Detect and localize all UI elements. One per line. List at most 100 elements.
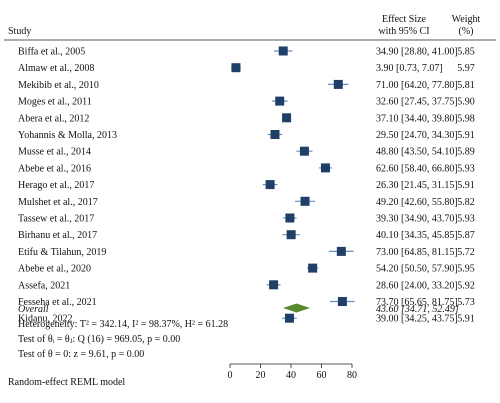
effect-marker (286, 230, 296, 240)
study-ci-text: 3.90 [0.73, 7.07] (376, 63, 443, 74)
study-ci-text: 62.60 [58.40, 66.80] (376, 163, 458, 174)
study-weight: 5.72 (457, 247, 475, 258)
study-ci-text: 54.20 [50.50, 57.90] (376, 264, 458, 275)
study-weight: 5.85 (457, 47, 475, 58)
study-weight: 5.90 (457, 97, 475, 108)
overall-diamond (282, 303, 311, 313)
effect-marker (265, 180, 275, 190)
study-weight: 5.92 (457, 280, 475, 291)
effect-size-header-line1: Effect Size (382, 14, 427, 25)
study-ci-text: 71.00 [64.20, 77.80] (376, 80, 458, 91)
study-name: Kidanu, 2022 (18, 314, 72, 325)
effect-marker (275, 96, 285, 106)
study-weight: 5.91 (457, 180, 475, 191)
study-row: Mekibib et al., 2010 71.00 [64.20, 77.80]… (18, 79, 475, 91)
heterogeneity-text: Heterogeneity: T² = 342.14, I² = 98.37%,… (18, 319, 228, 330)
effect-marker (337, 297, 347, 306)
study-row: Almaw et al., 2008 3.90 [0.73, 7.07] 5.97 (18, 63, 475, 74)
test-theta-text: Test of θ = 0: z = 9.61, p = 0.00 (18, 349, 144, 360)
effect-marker (284, 313, 294, 323)
effect-size-header-line2: with 95% CI (378, 26, 429, 37)
x-tick-label: 60 (317, 370, 327, 381)
study-weight: 5.73 (457, 297, 475, 308)
study-name: Tassew et al., 2017 (18, 214, 94, 225)
study-name: Moges et al., 2011 (18, 97, 92, 108)
study-row: Moges et al., 2011 32.60 [27.45, 37.75] 5.… (18, 96, 475, 108)
study-column-header: Study (8, 26, 31, 37)
study-name: Assefa, 2021 (18, 280, 70, 291)
effect-marker (231, 63, 241, 73)
study-row: Abebe et al., 2020 54.20 [50.50, 57.90] 5.… (18, 263, 475, 275)
study-ci-text: 73.00 [64.85, 81.15] (376, 247, 458, 258)
study-ci-text: 48.80 [43.50, 54.10] (376, 147, 458, 158)
study-weight: 5.91 (457, 314, 475, 325)
x-tick-label: 40 (286, 370, 296, 381)
overall-ci-text: 43.60 [34.71, 52.49] (376, 304, 459, 315)
weight-header-line1: Weight (452, 14, 481, 25)
study-ci-text: 32.60 [27.45, 37.75] (376, 97, 458, 108)
study-ci-text: 49.20 [42.60, 55.80] (376, 197, 458, 208)
model-note: Random-effect REML model (8, 377, 125, 388)
study-weight: 5.93 (457, 163, 475, 174)
effect-marker (300, 196, 310, 206)
study-name: Mulshet et al., 2017 (18, 197, 98, 208)
study-name: Mekibib et al., 2010 (18, 80, 99, 91)
effect-marker (285, 213, 295, 223)
study-weight: 5.82 (457, 197, 475, 208)
study-weight: 5.93 (457, 214, 475, 225)
study-name: Etifu & Tilahun, 2019 (18, 247, 106, 258)
effect-marker (269, 280, 279, 290)
effect-marker (270, 130, 280, 139)
effect-marker (282, 113, 292, 123)
x-tick-label: 20 (256, 370, 266, 381)
study-name: Birhanu et al., 2017 (18, 230, 97, 241)
study-name: Herago et al., 2017 (18, 180, 94, 191)
study-weight: 5.98 (457, 113, 475, 124)
study-row: Kidanu, 2022 39.00 [34.25, 43.75] 5.91 (18, 313, 475, 325)
study-row: Tassew et al., 2017 39.30 [34.90, 43.70] 5… (18, 213, 475, 225)
overall-label: Overall (18, 304, 49, 315)
study-weight: 5.91 (457, 130, 475, 141)
test-group-text: Test of θᵢ = θⱼ: Q (16) = 969.05, p = 0.… (18, 334, 180, 345)
study-name: Yohannis & Molla, 2013 (18, 130, 117, 141)
study-name: Abebe et al., 2016 (18, 163, 91, 174)
study-name: Abera et al., 2012 (18, 113, 89, 124)
study-ci-text: 73.70 [65.65, 81.75] (376, 297, 458, 308)
effect-marker (336, 246, 346, 256)
study-name: Musse et al., 2014 (18, 147, 91, 158)
study-ci-text: 37.10 [34.40, 39.80] (376, 113, 458, 124)
weight-header-line2: (%) (459, 26, 474, 37)
effect-marker (308, 263, 318, 273)
effect-marker (333, 79, 343, 89)
study-row: Herago et al., 2017 26.30 [21.45, 31.15] 5… (18, 180, 475, 191)
x-tick-label: 80 (347, 370, 357, 381)
study-row: Etifu & Tilahun, 2019 73.00 [64.85, 81.15… (18, 246, 475, 258)
study-weight: 5.89 (457, 147, 475, 158)
study-row: Assefa, 2021 28.60 [24.00, 33.20] 5.92 (18, 280, 475, 291)
study-ci-text: 26.30 [21.45, 31.15] (376, 180, 458, 191)
study-row: Musse et al., 2014 48.80 [43.50, 54.10] 5.… (18, 146, 475, 158)
study-name: Abebe et al., 2020 (18, 264, 91, 275)
study-row: Mulshet et al., 2017 49.20 [42.60, 55.80]… (18, 196, 475, 208)
study-name: Fesseha et al., 2021 (18, 297, 97, 308)
study-name: Almaw et al., 2008 (18, 63, 94, 74)
study-row: Abebe et al., 2016 62.60 [58.40, 66.80] 5.… (18, 163, 475, 174)
study-weight: 5.87 (457, 230, 475, 241)
study-weight: 5.81 (457, 80, 475, 91)
study-ci-text: 39.30 [34.90, 43.70] (376, 214, 458, 225)
study-rows: Biffa et al., 2005 34.90 [28.80, 41.00] 5.… (18, 46, 475, 325)
study-ci-text: 34.90 [28.80, 41.00] (376, 47, 458, 58)
study-row: Abera et al., 2012 37.10 [34.40, 39.80] 5.… (18, 113, 475, 124)
study-ci-text: 39.00 [34.25, 43.75] (376, 314, 458, 325)
study-row: Biffa et al., 2005 34.90 [28.80, 41.00] 5.… (18, 46, 475, 58)
study-row: Fesseha et al., 2021 73.70 [65.65, 81.75]… (18, 297, 475, 308)
effect-marker (299, 146, 309, 156)
study-row: Yohannis & Molla, 2013 29.50 [24.70, 34.3… (18, 130, 475, 141)
x-axis: 0 20 40 60 80 (228, 363, 357, 381)
x-tick-label: 0 (228, 370, 233, 381)
effect-marker (320, 163, 330, 173)
study-ci-text: 29.50 [24.70, 34.30] (376, 130, 458, 141)
study-weight: 5.97 (457, 63, 475, 74)
study-ci-text: 28.60 [24.00, 33.20] (376, 280, 458, 291)
